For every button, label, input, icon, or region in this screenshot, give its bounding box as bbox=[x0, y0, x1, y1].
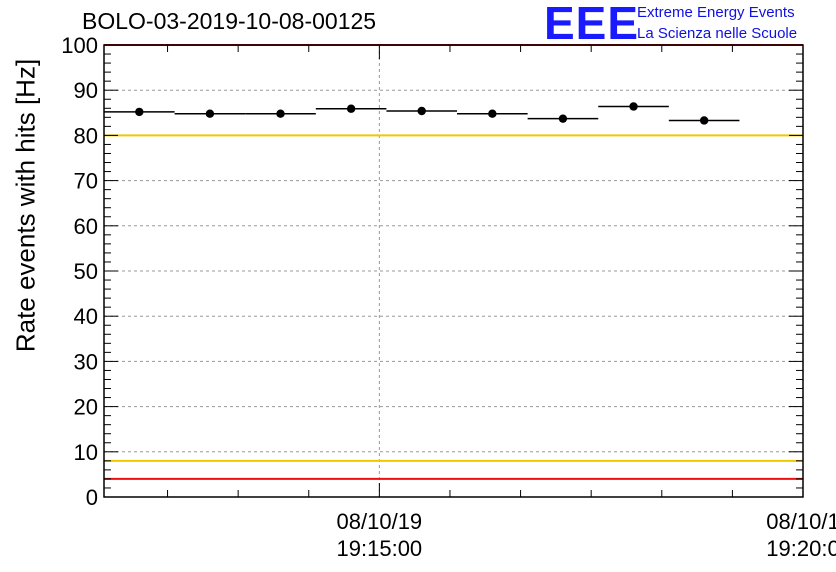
y-tick-label: 100 bbox=[61, 33, 98, 58]
y-tick-label: 40 bbox=[74, 304, 98, 329]
y-tick-label: 50 bbox=[74, 259, 98, 284]
logo-line-1: Extreme Energy Events bbox=[637, 4, 795, 21]
logo-line-2: La Scienza nelle Scuole bbox=[637, 25, 798, 42]
y-tick-label: 60 bbox=[74, 214, 98, 239]
data-point bbox=[558, 114, 568, 123]
data-point bbox=[205, 109, 215, 118]
axis-ticks bbox=[104, 44, 804, 498]
data-point bbox=[276, 109, 285, 118]
data-point bbox=[699, 116, 709, 125]
data-point bbox=[135, 107, 144, 117]
data-point bbox=[346, 104, 356, 113]
data-point bbox=[417, 106, 426, 116]
x-tick-date-label: 08/10/19 bbox=[337, 509, 423, 534]
y-tick-label: 80 bbox=[74, 123, 98, 148]
x-tick-time-label: 19:20:0 bbox=[766, 536, 836, 561]
y-tick-label: 70 bbox=[74, 169, 98, 194]
y-tick-label: 30 bbox=[74, 349, 98, 374]
data-points bbox=[104, 102, 740, 125]
y-tick-label: 0 bbox=[86, 485, 98, 510]
y-tick-label: 10 bbox=[74, 440, 98, 465]
eee-logo: EEE bbox=[544, 0, 640, 49]
data-point bbox=[629, 102, 638, 111]
data-point bbox=[488, 109, 497, 118]
chart-title: BOLO-03-2019-10-08-00125 bbox=[82, 8, 377, 34]
x-tick-time-label: 19:15:00 bbox=[337, 536, 423, 561]
y-tick-label: 90 bbox=[74, 78, 98, 103]
y-tick-label: 20 bbox=[74, 395, 98, 420]
x-tick-date-label: 08/10/1 bbox=[766, 509, 836, 534]
